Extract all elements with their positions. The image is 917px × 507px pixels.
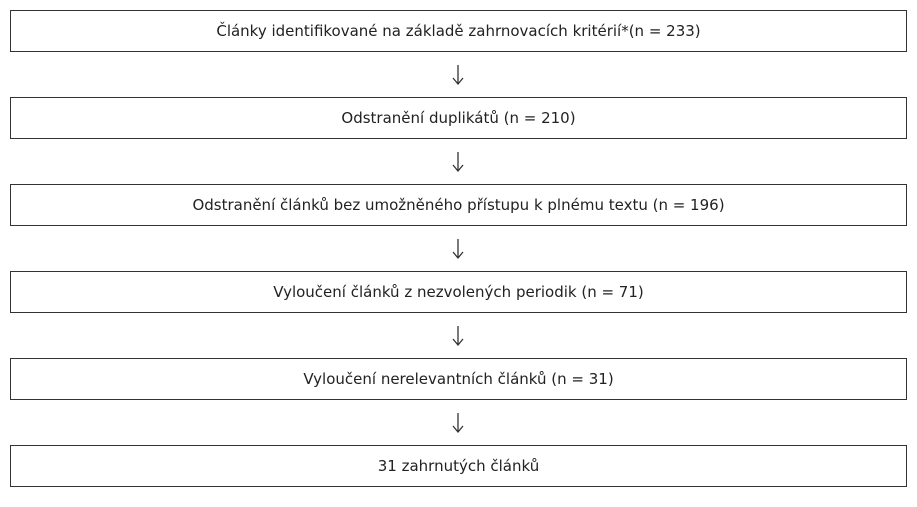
arrow-shape: [452, 152, 464, 173]
flow-step: Odstranění duplikátů (n = 210): [10, 97, 907, 139]
arrow-shape: [452, 239, 464, 260]
arrow-shape: [452, 326, 464, 347]
flow-step: Vyloučení nerelevantních článků (n = 31): [10, 358, 907, 400]
flow-step: Články identifikované na základě zahrnov…: [10, 10, 907, 52]
flow-step: 31 zahrnutých článků: [10, 445, 907, 487]
flow-step: Vyloučení článků z nezvolených periodik …: [10, 271, 907, 313]
flow-arrow: [452, 239, 464, 260]
arrow-shape: [452, 65, 464, 86]
flow-arrow: [452, 152, 464, 173]
flow-arrow: [452, 326, 464, 347]
arrow-shape: [452, 413, 464, 434]
flow-arrow: [452, 65, 464, 86]
flow-step: Odstranění článků bez umožněného přístup…: [10, 184, 907, 226]
flow-arrow: [452, 413, 464, 434]
